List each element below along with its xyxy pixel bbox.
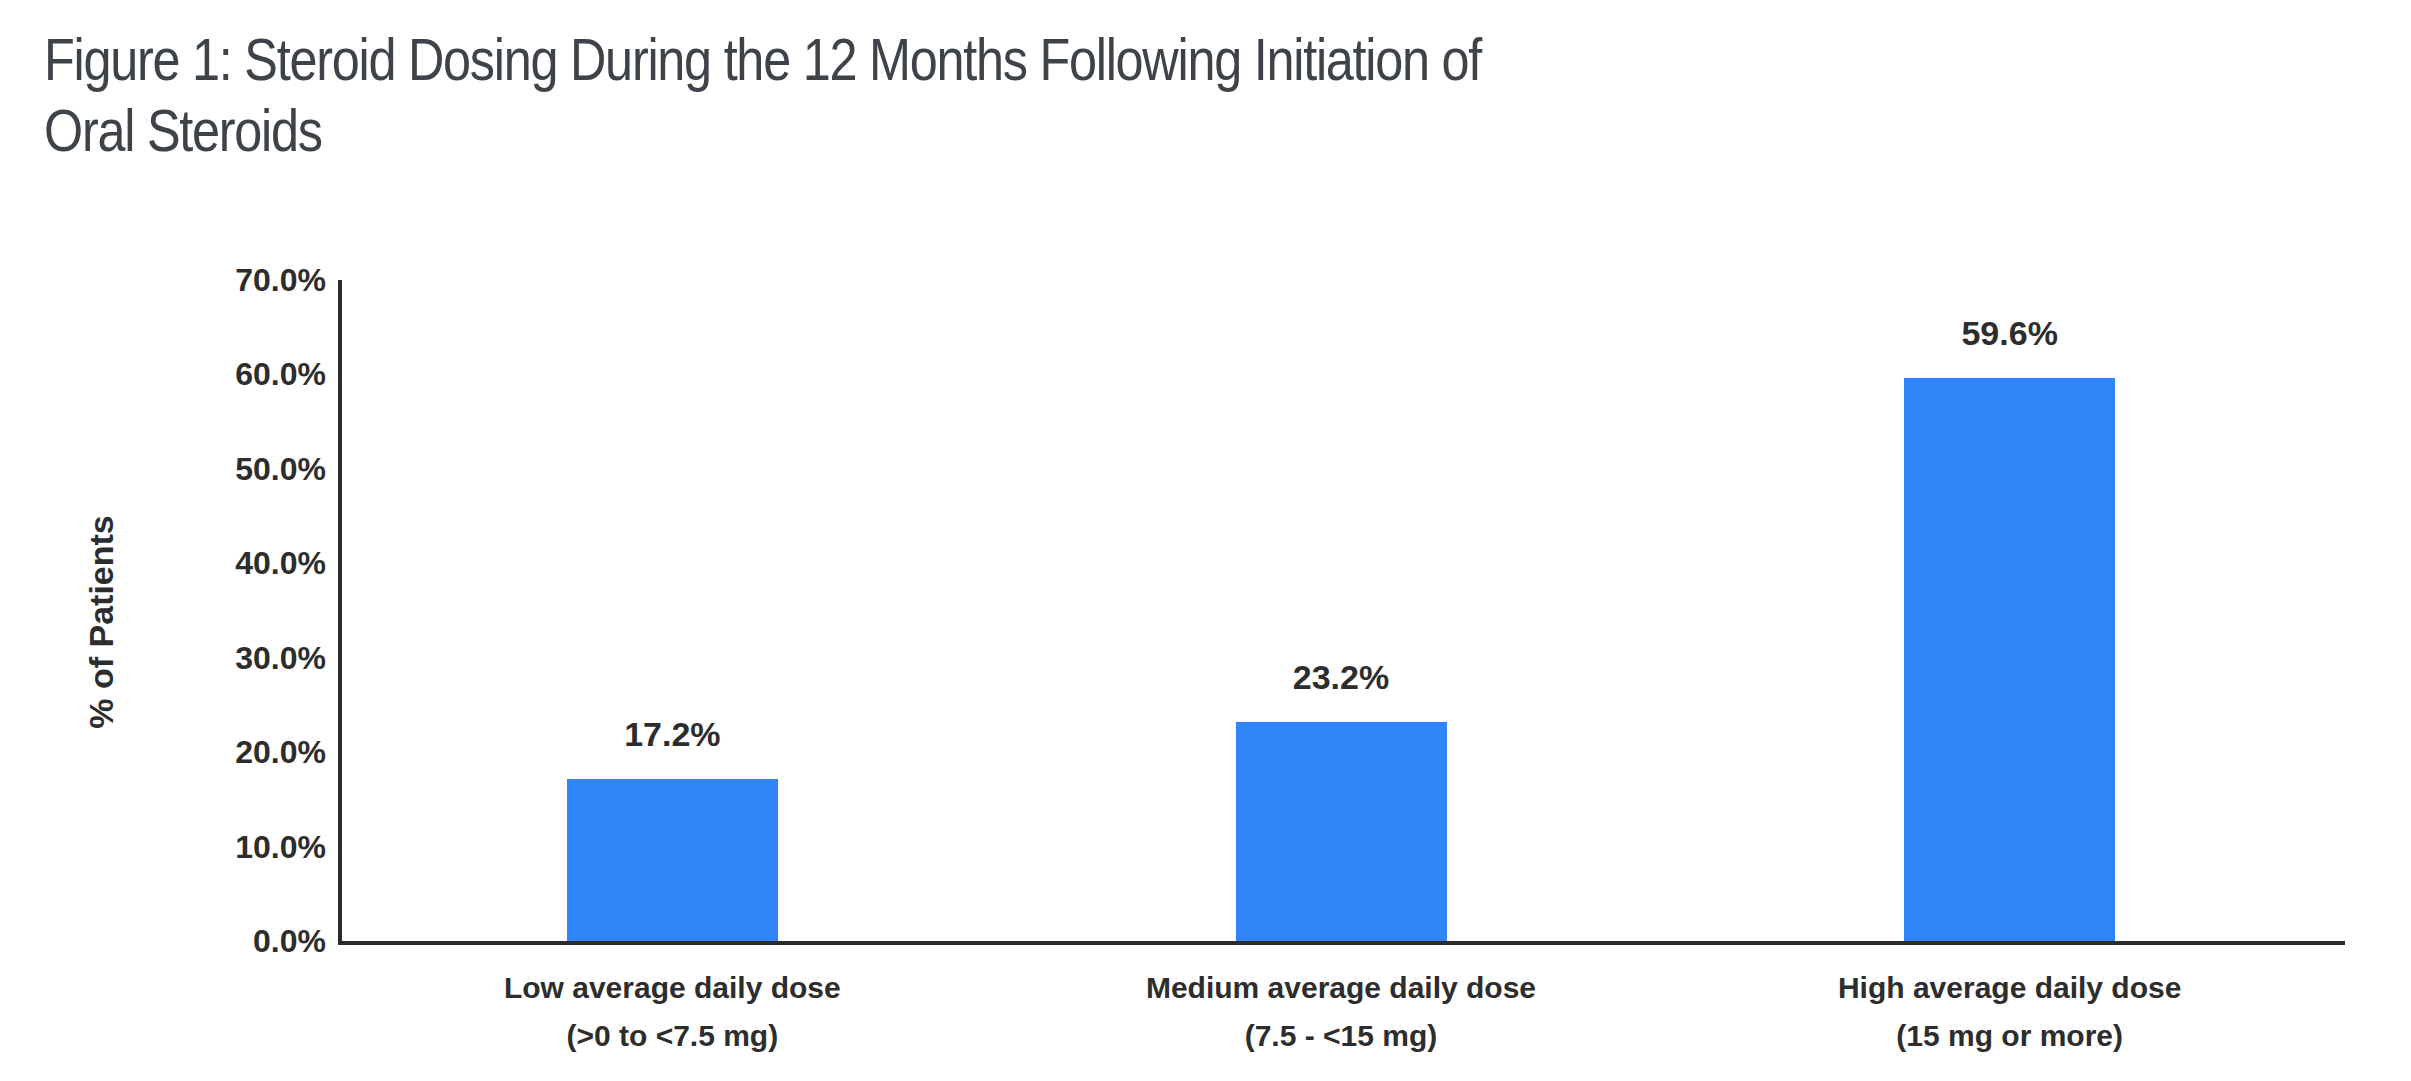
figure-canvas: Figure 1: Steroid Dosing During the 12 M… (0, 0, 2411, 1081)
x-category-line1: High average daily dose (1675, 964, 2344, 1012)
bar (1904, 378, 2115, 941)
y-tick-label: 30.0% (0, 638, 326, 678)
x-category-line2: (15 mg or more) (1675, 1012, 2344, 1060)
bar-value-label: 23.2% (1191, 657, 1491, 697)
figure-title-line1: Figure 1: Steroid Dosing During the 12 M… (44, 24, 1481, 95)
y-tick-label: 20.0% (0, 732, 326, 772)
bar-value-label: 59.6% (1860, 313, 2160, 353)
y-tick-label: 60.0% (0, 354, 326, 394)
y-tick-label: 70.0% (0, 260, 326, 300)
y-tick-label: 10.0% (0, 827, 326, 867)
y-tick-label: 50.0% (0, 449, 326, 489)
y-tick-label: 0.0% (0, 921, 326, 961)
bar (1236, 722, 1447, 941)
bar (567, 779, 778, 941)
x-category-line1: Low average daily dose (338, 964, 1007, 1012)
x-category-label: Medium average daily dose(7.5 - <15 mg) (1007, 964, 1676, 1060)
bar-value-label: 17.2% (522, 714, 822, 754)
x-category-label: High average daily dose(15 mg or more) (1675, 964, 2344, 1060)
figure-title: Figure 1: Steroid Dosing During the 12 M… (44, 24, 1481, 166)
x-category-line1: Medium average daily dose (1007, 964, 1676, 1012)
y-tick-label: 40.0% (0, 543, 326, 583)
x-category-label: Low average daily dose(>0 to <7.5 mg) (338, 964, 1007, 1060)
x-category-line2: (>0 to <7.5 mg) (338, 1012, 1007, 1060)
x-category-line2: (7.5 - <15 mg) (1007, 1012, 1676, 1060)
figure-title-line2: Oral Steroids (44, 95, 1481, 166)
